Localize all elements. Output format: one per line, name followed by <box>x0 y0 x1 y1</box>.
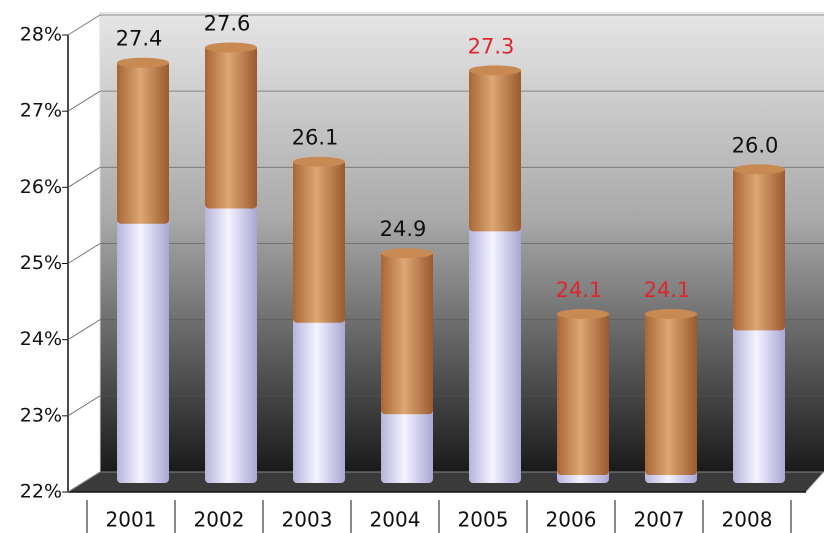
back-wall <box>100 12 824 472</box>
y-tick-label: 28% <box>20 24 62 46</box>
y-tick-label: 27% <box>20 100 62 122</box>
x-tick-label: 2003 <box>282 508 333 532</box>
grid-line <box>67 243 101 264</box>
grid-line <box>67 395 101 417</box>
bar-tip <box>205 45 257 209</box>
value-label: 24.1 <box>556 278 603 302</box>
grid-line <box>67 166 101 188</box>
y-tick-label: 25% <box>20 252 62 274</box>
x-tick-label: 2002 <box>194 508 245 532</box>
bar-tip <box>469 68 521 232</box>
bar-tip <box>733 167 785 331</box>
value-label: 27.3 <box>468 34 515 58</box>
value-label: 26.0 <box>732 133 779 157</box>
x-tick-label: 2005 <box>458 508 509 532</box>
bar-tip <box>645 312 697 476</box>
bar-top <box>381 248 433 259</box>
value-label: 24.1 <box>644 278 691 302</box>
floor <box>66 471 824 493</box>
y-tick-label: 26% <box>20 176 62 198</box>
value-label: 27.6 <box>204 11 251 35</box>
bar-tip <box>293 159 345 323</box>
grid-line <box>67 319 101 341</box>
bar-top <box>117 57 169 68</box>
value-label: 27.4 <box>116 27 163 51</box>
x-tick-label: 2004 <box>370 508 421 532</box>
y-tick-label: 24% <box>20 328 62 350</box>
bar-tip <box>557 312 609 476</box>
grid-line <box>67 471 101 493</box>
x-tick-label: 2006 <box>546 508 597 532</box>
y-tick-label: 23% <box>20 404 62 426</box>
bar-top <box>469 65 521 76</box>
value-label: 24.9 <box>380 217 427 241</box>
bar-top <box>293 156 345 167</box>
bar-top <box>557 309 609 320</box>
bar-top <box>645 309 697 320</box>
x-tick-label: 2008 <box>722 508 773 532</box>
x-tick-label: 2001 <box>106 508 157 532</box>
bar-tip <box>381 251 433 415</box>
grid-line <box>67 90 101 112</box>
bar-top <box>205 42 257 53</box>
x-tick-label: 2007 <box>634 508 685 532</box>
grid-line <box>67 14 101 36</box>
y-tick-label: 22% <box>20 481 62 503</box>
bar-top <box>733 164 785 175</box>
value-label: 26.1 <box>292 126 339 150</box>
bar-tip <box>117 60 169 224</box>
